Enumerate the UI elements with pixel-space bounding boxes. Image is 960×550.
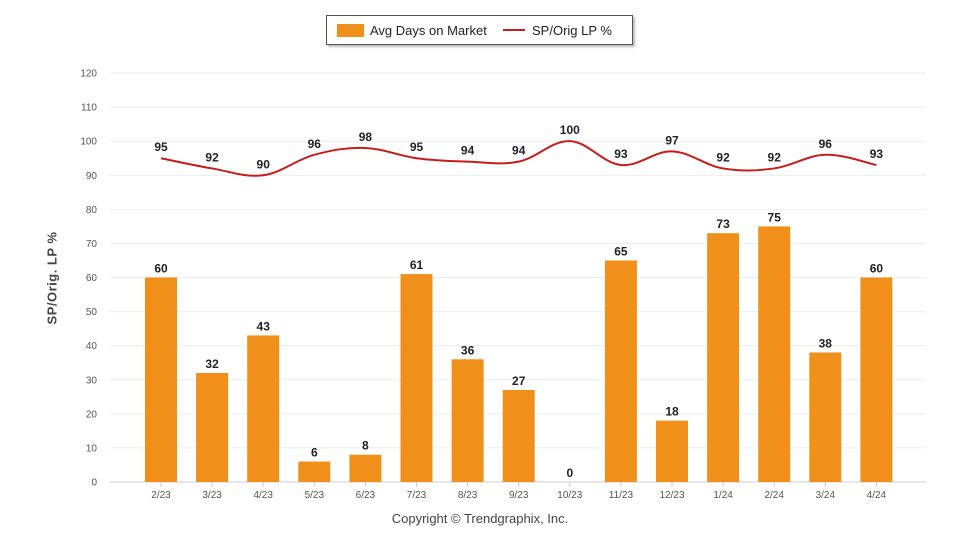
legend-bar-label: Avg Days on Market — [370, 22, 487, 38]
y-tick-label: 100 — [80, 137, 97, 148]
bar-data-label: 38 — [819, 336, 833, 350]
y-tick-label: 10 — [86, 443, 98, 454]
x-tick-label: 4/24 — [867, 490, 887, 501]
x-tick-label: 2/24 — [764, 490, 784, 501]
bar-data-label: 27 — [512, 374, 526, 388]
legend-item-avg-days[interactable]: Avg Days on Market — [337, 16, 487, 44]
x-tick-label: 6/23 — [356, 490, 376, 501]
bar — [349, 454, 382, 482]
y-tick-label: 80 — [86, 205, 98, 216]
bar — [502, 389, 535, 482]
y-tick-label: 50 — [86, 307, 98, 318]
line-data-label: 92 — [205, 150, 219, 164]
bar — [809, 352, 842, 482]
legend-line-swatch — [503, 29, 525, 31]
bar — [298, 461, 331, 482]
bar — [707, 233, 740, 482]
bar — [451, 359, 484, 482]
bar-data-label: 32 — [205, 357, 219, 371]
line-data-label: 96 — [819, 137, 833, 151]
line-data-label: 95 — [154, 140, 168, 154]
bar — [860, 277, 893, 482]
bar — [247, 335, 280, 482]
x-tick-label: 9/23 — [509, 490, 529, 501]
y-tick-label: 90 — [86, 171, 98, 182]
x-tick-label: 2/23 — [151, 490, 171, 501]
legend-bar-swatch — [337, 23, 364, 37]
legend-line-label: SP/Orig LP % — [532, 22, 612, 38]
bar-data-label: 18 — [665, 405, 679, 419]
y-tick-label: 120 — [80, 69, 97, 80]
y-tick-label: 60 — [86, 273, 98, 284]
bar-data-label: 43 — [257, 319, 271, 333]
bar — [145, 277, 177, 482]
x-tick-label: 3/24 — [816, 490, 836, 501]
y-tick-label: 20 — [86, 409, 98, 420]
bar-data-label: 60 — [870, 262, 884, 276]
bar — [604, 260, 637, 482]
bar-data-label: 73 — [716, 217, 730, 231]
line-data-label: 93 — [870, 147, 884, 161]
bar-data-label: 75 — [768, 210, 782, 224]
x-tick-label: 4/23 — [253, 490, 273, 501]
x-tick-label: 11/23 — [609, 490, 634, 501]
bar-data-label: 36 — [461, 343, 475, 357]
x-tick-label: 7/23 — [407, 490, 427, 501]
y-tick-label: 40 — [86, 341, 98, 352]
line-data-label: 93 — [614, 147, 628, 161]
bar — [400, 274, 433, 482]
line-data-label: 94 — [512, 144, 526, 158]
bar-data-label: 0 — [566, 466, 573, 480]
y-tick-label: 0 — [91, 478, 97, 489]
x-tick-label: 12/23 — [659, 490, 684, 501]
bar-data-label: 60 — [154, 262, 168, 276]
line-data-label: 90 — [257, 157, 271, 171]
legend-item-sp-orig[interactable]: SP/Orig LP % — [503, 16, 612, 44]
line-series-sp-orig — [160, 140, 877, 177]
copyright-text: Copyright © Trendgraphix, Inc. — [391, 511, 569, 526]
line-data-label: 95 — [410, 140, 424, 154]
line-data-label: 100 — [560, 123, 580, 137]
bar-data-label: 6 — [311, 446, 318, 460]
y-tick-label: 110 — [81, 103, 97, 114]
bar — [196, 372, 229, 482]
bar — [758, 226, 791, 482]
line-data-label: 92 — [768, 150, 782, 164]
y-tick-label: 70 — [86, 239, 98, 250]
x-tick-label: 5/23 — [305, 490, 325, 501]
line-data-label: 98 — [359, 130, 373, 144]
line-data-label: 94 — [461, 144, 475, 158]
line-data-label: 96 — [308, 137, 322, 151]
line-data-label: 92 — [716, 150, 730, 164]
x-tick-label: 10/23 — [557, 490, 582, 501]
x-tick-label: 3/23 — [202, 490, 222, 501]
bar — [656, 420, 688, 482]
x-tick-label: 8/23 — [458, 490, 478, 501]
line-data-label: 97 — [665, 133, 679, 147]
y-tick-label: 30 — [86, 375, 98, 386]
bar-data-label: 61 — [410, 258, 424, 272]
x-tick-label: 1/24 — [713, 490, 733, 501]
bar-data-label: 65 — [614, 244, 628, 258]
bar-data-label: 8 — [362, 439, 369, 453]
chart-legend: Avg Days on Market SP/Orig LP % — [326, 15, 633, 45]
